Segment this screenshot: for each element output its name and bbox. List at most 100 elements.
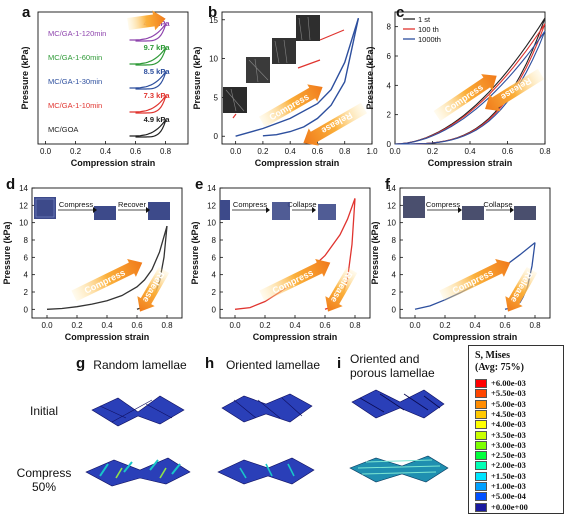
series-line-a (129, 22, 167, 42)
legend-row: +4.50e-03 (475, 409, 561, 419)
series-line-d (46, 225, 168, 310)
y-tick-label-b: 10 (209, 55, 218, 64)
legend-row: +1.00e-03 (475, 481, 561, 491)
x-tick-label-d: 0.4 (101, 321, 113, 330)
y-axis-label-a: Pressure (kPa) (20, 46, 30, 109)
fem-simulations (85, 389, 449, 487)
panel-letter-g: g (76, 355, 86, 372)
series-line-b (235, 17, 360, 137)
series-label-a: MC/GOA (48, 125, 78, 134)
legend-row: +5.50e-03 (475, 388, 561, 399)
legend-value: +1.00e-03 (491, 481, 526, 491)
legend-color-swatch (475, 461, 487, 471)
y-tick-label-c: 2 (387, 111, 392, 120)
legend-row: +2.50e-03 (475, 450, 561, 461)
inset-label-e-1: Compress (233, 200, 267, 209)
panel-letter-e: e (195, 176, 204, 193)
x-tick-label-e: 0.6 (319, 321, 331, 330)
series-line-c (394, 30, 546, 145)
y-tick-label-b: 5 (214, 93, 219, 102)
x-tick-label-f: 0.4 (469, 321, 481, 330)
legend-value: +1.50e-03 (491, 470, 526, 481)
row-label-initial: Initial (29, 404, 58, 418)
y-tick-label-f: 4 (392, 271, 397, 280)
legend-title-line2: (Avg: 75%) (475, 362, 524, 373)
x-tick-label-b: 0.2 (257, 147, 269, 156)
legend-value: +3.50e-03 (491, 429, 526, 440)
arrow-a-shape (127, 10, 166, 31)
legend-title: S, Mises (Avg: 75%) (475, 350, 524, 374)
cube-insets-d (34, 197, 170, 220)
legend-row: +2.00e-03 (475, 460, 561, 471)
y-tick-label-c: 8 (387, 23, 392, 32)
panel-letter-d: d (6, 176, 16, 193)
x-tick-label-a: 0.4 (100, 147, 112, 156)
y-axis-label-b: Pressure (kPa) (192, 46, 202, 109)
peak-label-a: 7.3 kPa (144, 91, 171, 100)
legend-label-c: 100 th (418, 25, 439, 34)
y-tick-label-f: 6 (392, 253, 397, 262)
legend-title-line1: S, Mises (475, 350, 510, 361)
legend-row: +5.00e-03 (475, 399, 561, 409)
porous-insets-f (403, 196, 536, 220)
column-label-oriented: Oriented lamellae (225, 358, 321, 372)
arrow-release-c-shape (485, 68, 545, 112)
legend-row: +1.50e-03 (475, 470, 561, 481)
plot-frame-b (221, 11, 373, 145)
y-tick-label-d: 2 (24, 288, 29, 297)
arrow-compress-f: Compress (439, 258, 511, 302)
y-tick-label-f: 10 (387, 219, 396, 228)
x-tick-label-f: 0.8 (529, 321, 541, 330)
arrow-compress-e: Compress (259, 258, 331, 302)
arrow-release-e-shape (325, 267, 358, 312)
x-axis-label-d: Compression strain (65, 332, 150, 342)
x-tick-label-a: 0.0 (40, 147, 52, 156)
y-tick-label-b: 15 (209, 16, 218, 25)
y-tick-label-e: 4 (212, 271, 217, 280)
series-label-a: MC/GA-1-30min (48, 77, 102, 86)
arrow-release-b-shape (303, 102, 367, 146)
y-tick-label-e: 2 (212, 288, 217, 297)
column-label-porous: Oriented and porous lamellae (350, 352, 435, 380)
y-tick-label-d: 0 (24, 305, 29, 314)
y-tick-label-f: 2 (392, 288, 397, 297)
x-tick-label-b: 0.6 (312, 147, 324, 156)
arrow-a (127, 10, 166, 31)
legend-color-swatch (475, 430, 487, 440)
series-line-a (129, 70, 167, 90)
inset-label-d-1: Compress (59, 200, 93, 209)
legend-row: +3.00e-03 (475, 440, 561, 450)
y-tick-label-d: 8 (24, 236, 29, 245)
x-tick-label-d: 0.6 (131, 321, 143, 330)
y-tick-label-c: 6 (387, 52, 392, 61)
arrow-compress-e-label: Compress (271, 267, 315, 295)
series-line-a (129, 94, 167, 114)
legend-color-swatch (475, 451, 487, 461)
legend-color-swatch (475, 409, 487, 419)
x-tick-label-c: 0.2 (427, 147, 439, 156)
legend-color-swatch (475, 379, 487, 388)
panel-letter-c: c (396, 4, 405, 21)
legend-value: +6.00e-03 (491, 378, 526, 388)
fem-porous-compressed (349, 455, 449, 483)
y-tick-label-f: 0 (392, 305, 397, 314)
arrow-compress-d-label: Compress (83, 267, 127, 295)
x-tick-label-a: 0.2 (70, 147, 82, 156)
inset-label-f-1: Compress (426, 200, 460, 209)
series-label-a: MC/GA-1-10min (48, 101, 102, 110)
x-axis-label-b: Compression strain (255, 158, 340, 168)
legend-row: +5.00e-04 (475, 491, 561, 502)
y-tick-label-c: 4 (387, 81, 392, 90)
sem-inset-images (223, 15, 345, 119)
x-tick-label-b: 0.0 (230, 147, 242, 156)
panel-letter-a: a (22, 4, 31, 21)
plot-frame-a (37, 11, 189, 145)
arrow-compress-d: Compress (71, 258, 143, 302)
legend-color-swatch (475, 502, 487, 512)
y-axis-label-f: Pressure (kPa) (370, 221, 380, 284)
y-tick-label-e: 10 (207, 219, 216, 228)
series-label-a: MC/GA-1-120min (48, 29, 106, 38)
x-tick-label-c: 0.0 (389, 147, 401, 156)
x-tick-label-c: 0.6 (502, 147, 514, 156)
x-tick-label-d: 0.2 (71, 321, 83, 330)
